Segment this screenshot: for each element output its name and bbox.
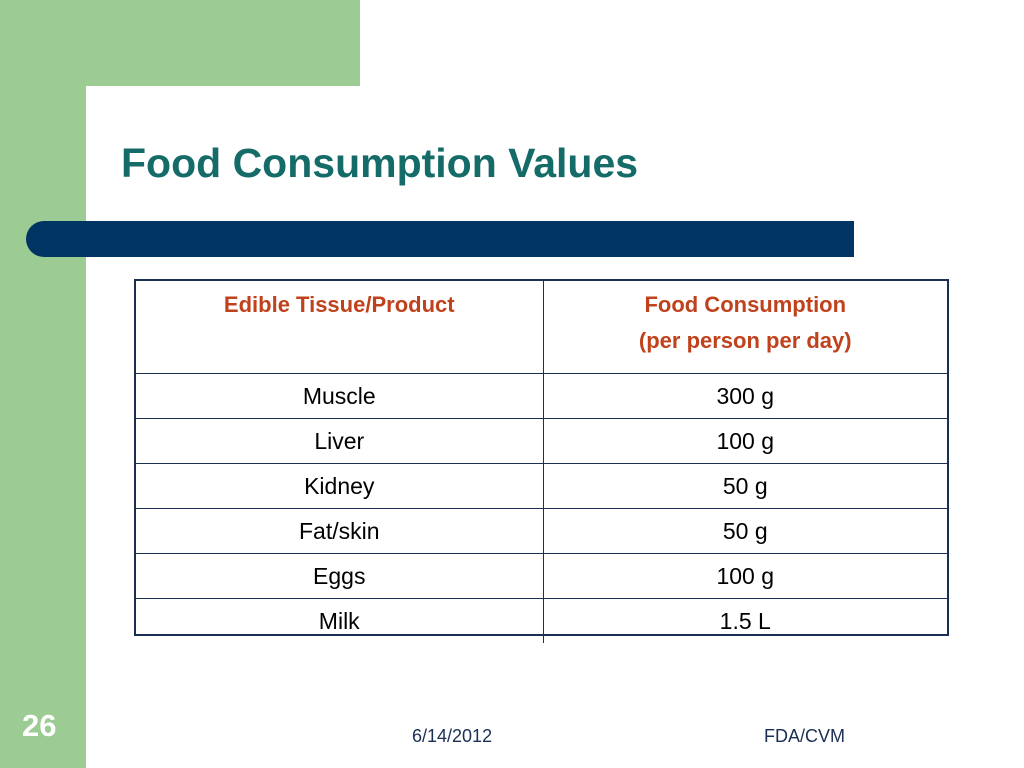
header-edible-tissue-label: Edible Tissue/Product: [223, 292, 455, 317]
table-row: Eggs 100 g: [136, 553, 947, 599]
consumption-cell: 100 g: [542, 418, 947, 464]
content-corner: [86, 86, 226, 226]
table-row: Fat/skin 50 g: [136, 508, 947, 554]
tissue-cell: Eggs: [136, 553, 544, 599]
header-edible-tissue: Edible Tissue/Product: [136, 281, 544, 374]
table-row: Muscle 300 g: [136, 373, 947, 419]
side-panel: [0, 0, 86, 768]
consumption-cell: 100 g: [542, 553, 947, 599]
tissue-cell: Fat/skin: [136, 508, 544, 554]
tissue-cell: Liver: [136, 418, 544, 464]
consumption-cell: 1.5 L: [542, 598, 947, 643]
consumption-table: Edible Tissue/Product Food Consumption (…: [136, 281, 947, 643]
consumption-table-frame: Edible Tissue/Product Food Consumption (…: [134, 279, 949, 643]
tissue-cell: Kidney: [136, 463, 544, 509]
header-food-consumption-label: Food Consumption: [644, 292, 847, 317]
table-row: Milk 1.5 L: [136, 598, 947, 643]
top-panel: [0, 0, 360, 86]
consumption-cell: 300 g: [542, 373, 947, 419]
footer-date: 6/14/2012: [412, 726, 493, 746]
footer-organization: FDA/CVM: [764, 726, 845, 746]
consumption-cell: 50 g: [542, 508, 947, 554]
header-food-consumption: Food Consumption (per person per day): [542, 281, 947, 374]
table-row: Kidney 50 g: [136, 463, 947, 509]
table-header-row: Edible Tissue/Product Food Consumption (…: [136, 281, 947, 374]
header-food-consumption-unit: (per person per day): [638, 328, 852, 353]
slide-number: 26: [22, 708, 57, 743]
title-underline-bar: [26, 221, 854, 257]
consumption-cell: 50 g: [542, 463, 947, 509]
slide-title: Food Consumption Values: [121, 140, 639, 186]
tissue-cell: Muscle: [136, 373, 544, 419]
table-row: Liver 100 g: [136, 418, 947, 464]
tissue-cell: Milk: [136, 598, 544, 643]
